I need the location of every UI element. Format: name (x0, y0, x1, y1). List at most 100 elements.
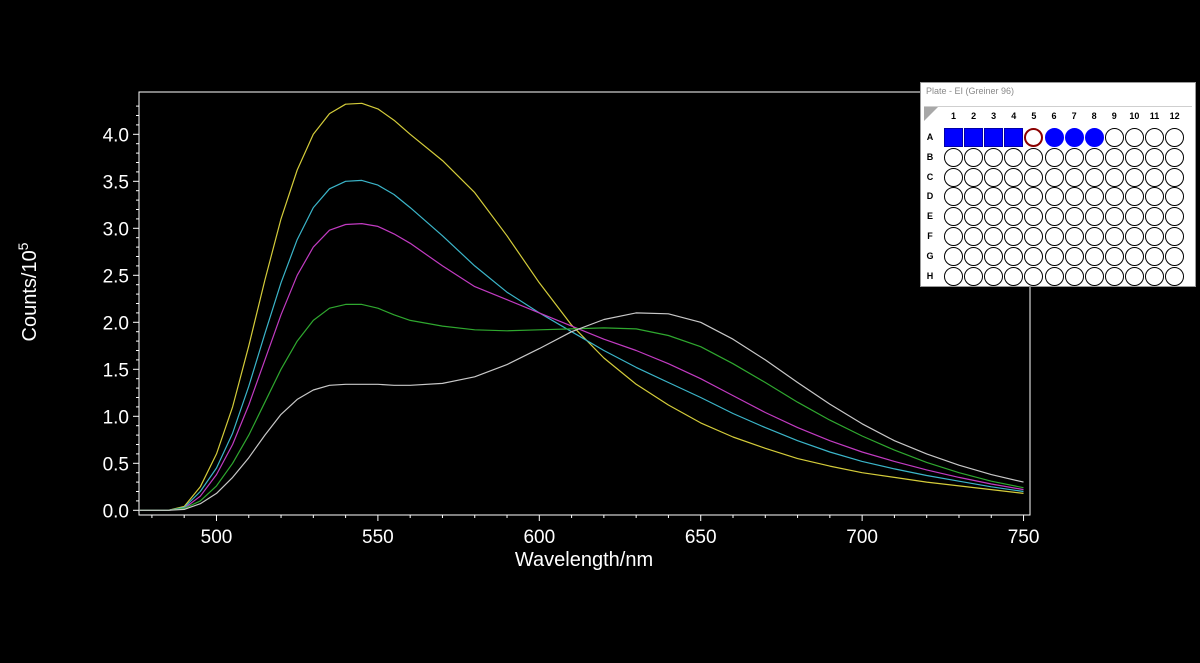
well-B5[interactable] (1024, 147, 1044, 167)
well-C11[interactable] (1145, 167, 1164, 187)
well-A12[interactable] (1165, 128, 1185, 147)
well-F4[interactable] (1004, 227, 1024, 246)
well-D5[interactable] (1024, 187, 1044, 207)
well-E1[interactable] (944, 207, 963, 227)
well-F8[interactable] (1084, 227, 1104, 246)
plate-row-header-C[interactable]: C (926, 171, 934, 182)
well-F3[interactable] (984, 227, 1004, 246)
well-G11[interactable] (1145, 246, 1164, 266)
well-D2[interactable] (964, 187, 984, 207)
well-D8[interactable] (1084, 187, 1104, 207)
well-D4[interactable] (1004, 187, 1024, 207)
plate-column-header-7[interactable]: 7 (1071, 111, 1077, 121)
plate-column-header-8[interactable]: 8 (1091, 111, 1097, 121)
well-D11[interactable] (1145, 187, 1164, 207)
well-E4[interactable] (1004, 207, 1024, 227)
well-F11[interactable] (1145, 227, 1164, 246)
well-G5[interactable] (1024, 246, 1044, 266)
well-B8[interactable] (1084, 147, 1104, 167)
well-E3[interactable] (984, 207, 1004, 227)
well-G3[interactable] (984, 246, 1004, 266)
well-E6[interactable] (1044, 207, 1064, 227)
well-A7[interactable] (1064, 128, 1084, 147)
plate-column-header-6[interactable]: 6 (1051, 111, 1057, 121)
well-H7[interactable] (1064, 266, 1084, 286)
well-F10[interactable] (1124, 227, 1144, 246)
well-H5[interactable] (1024, 266, 1044, 286)
well-B1[interactable] (944, 147, 963, 167)
well-E8[interactable] (1084, 207, 1104, 227)
well-C3[interactable] (984, 167, 1004, 187)
well-A9[interactable] (1104, 128, 1124, 147)
plate-row-header-A[interactable]: A (926, 132, 934, 142)
well-H4[interactable] (1004, 266, 1024, 286)
well-D10[interactable] (1124, 187, 1144, 207)
well-C9[interactable] (1104, 167, 1124, 187)
well-F6[interactable] (1044, 227, 1064, 246)
plate-column-header-12[interactable]: 12 (1169, 111, 1180, 121)
well-E12[interactable] (1165, 207, 1185, 227)
well-B10[interactable] (1124, 147, 1144, 167)
well-G7[interactable] (1064, 246, 1084, 266)
well-D6[interactable] (1044, 187, 1064, 207)
well-G8[interactable] (1084, 246, 1104, 266)
plate-row-header-H[interactable]: H (926, 270, 934, 281)
plate-row-header-D[interactable]: D (926, 191, 934, 202)
well-H3[interactable] (984, 266, 1004, 286)
plate-corner-select-all[interactable] (924, 107, 938, 121)
well-C10[interactable] (1124, 167, 1144, 187)
well-C1[interactable] (944, 167, 963, 187)
well-A11[interactable] (1145, 128, 1164, 147)
well-B3[interactable] (984, 147, 1004, 167)
well-H9[interactable] (1104, 266, 1124, 286)
plate-column-header-1[interactable]: 1 (950, 111, 956, 121)
well-B9[interactable] (1104, 147, 1124, 167)
well-G4[interactable] (1004, 246, 1024, 266)
plate-row-header-G[interactable]: G (926, 250, 934, 261)
well-H2[interactable] (964, 266, 984, 286)
well-D9[interactable] (1104, 187, 1124, 207)
well-G1[interactable] (944, 246, 963, 266)
well-F2[interactable] (964, 227, 984, 246)
well-C8[interactable] (1084, 167, 1104, 187)
plate-column-header-11[interactable]: 11 (1149, 111, 1160, 121)
well-F1[interactable] (944, 227, 963, 246)
well-C2[interactable] (964, 167, 984, 187)
well-G6[interactable] (1044, 246, 1064, 266)
plate-column-header-10[interactable]: 10 (1129, 111, 1140, 121)
well-A4[interactable] (1004, 128, 1024, 147)
plate-column-header-3[interactable]: 3 (991, 111, 997, 121)
well-G2[interactable] (964, 246, 984, 266)
well-A3[interactable] (984, 128, 1004, 147)
well-A2[interactable] (964, 128, 984, 147)
well-E2[interactable] (964, 207, 984, 227)
well-F9[interactable] (1104, 227, 1124, 246)
plate-column-header-2[interactable]: 2 (971, 111, 977, 121)
well-G10[interactable] (1124, 246, 1144, 266)
well-H11[interactable] (1145, 266, 1164, 286)
well-C5[interactable] (1024, 167, 1044, 187)
well-B7[interactable] (1064, 147, 1084, 167)
well-A8[interactable] (1084, 128, 1104, 147)
well-B2[interactable] (964, 147, 984, 167)
well-C4[interactable] (1004, 167, 1024, 187)
plate-column-header-5[interactable]: 5 (1031, 111, 1037, 121)
well-H10[interactable] (1124, 266, 1144, 286)
well-B11[interactable] (1145, 147, 1164, 167)
well-E10[interactable] (1124, 207, 1144, 227)
well-F5[interactable] (1024, 227, 1044, 246)
well-B12[interactable] (1165, 147, 1185, 167)
well-G9[interactable] (1104, 246, 1124, 266)
well-B6[interactable] (1044, 147, 1064, 167)
well-H12[interactable] (1165, 266, 1185, 286)
well-D7[interactable] (1064, 187, 1084, 207)
well-E11[interactable] (1145, 207, 1164, 227)
well-F7[interactable] (1064, 227, 1084, 246)
well-D3[interactable] (984, 187, 1004, 207)
plate-row-header-F[interactable]: F (927, 231, 933, 241)
well-C6[interactable] (1044, 167, 1064, 187)
well-A10[interactable] (1124, 128, 1144, 147)
well-H8[interactable] (1084, 266, 1104, 286)
well-E7[interactable] (1064, 207, 1084, 227)
well-A5[interactable] (1024, 128, 1044, 147)
